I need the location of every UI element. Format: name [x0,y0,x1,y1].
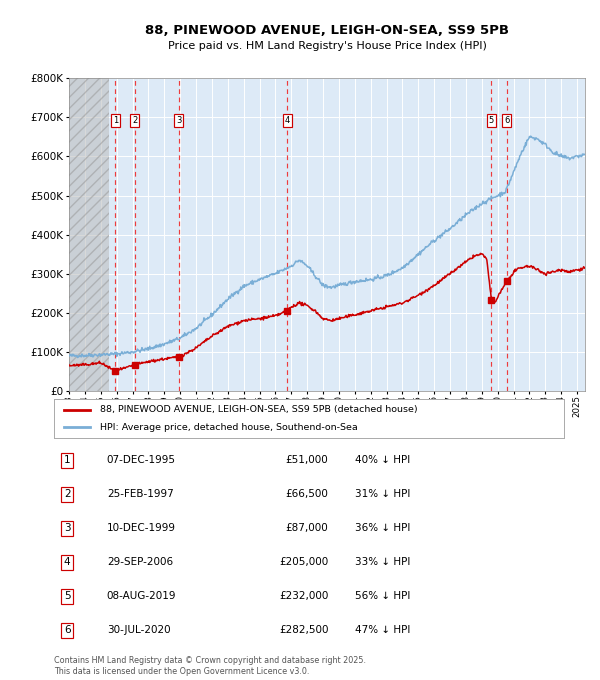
Text: 25-FEB-1997: 25-FEB-1997 [107,490,173,499]
Text: 07-DEC-1995: 07-DEC-1995 [107,456,176,465]
Text: 4: 4 [284,116,290,125]
Text: £205,000: £205,000 [280,558,329,567]
Text: 47% ↓ HPI: 47% ↓ HPI [355,626,410,635]
Text: 1: 1 [64,456,71,465]
Text: £87,000: £87,000 [286,524,329,533]
Text: 2: 2 [64,490,71,499]
Text: 3: 3 [176,116,182,125]
Text: This data is licensed under the Open Government Licence v3.0.: This data is licensed under the Open Gov… [54,667,310,677]
Text: 5: 5 [64,592,71,601]
Text: 31% ↓ HPI: 31% ↓ HPI [355,490,410,499]
Text: 29-SEP-2006: 29-SEP-2006 [107,558,173,567]
Text: 4: 4 [64,558,71,567]
Text: 6: 6 [64,626,71,635]
Text: HPI: Average price, detached house, Southend-on-Sea: HPI: Average price, detached house, Sout… [100,423,358,432]
Text: 2: 2 [132,116,137,125]
Text: 36% ↓ HPI: 36% ↓ HPI [355,524,410,533]
Text: £51,000: £51,000 [286,456,329,465]
Text: 6: 6 [504,116,509,125]
Text: 88, PINEWOOD AVENUE, LEIGH-ON-SEA, SS9 5PB: 88, PINEWOOD AVENUE, LEIGH-ON-SEA, SS9 5… [145,24,509,37]
Text: 3: 3 [64,524,71,533]
Text: 1: 1 [113,116,118,125]
Text: 08-AUG-2019: 08-AUG-2019 [107,592,176,601]
Text: 5: 5 [489,116,494,125]
Text: £282,500: £282,500 [279,626,329,635]
Text: £66,500: £66,500 [286,490,329,499]
Text: 40% ↓ HPI: 40% ↓ HPI [355,456,410,465]
Text: 56% ↓ HPI: 56% ↓ HPI [355,592,410,601]
Text: 30-JUL-2020: 30-JUL-2020 [107,626,170,635]
Text: 88, PINEWOOD AVENUE, LEIGH-ON-SEA, SS9 5PB (detached house): 88, PINEWOOD AVENUE, LEIGH-ON-SEA, SS9 5… [100,405,418,414]
Text: £232,000: £232,000 [279,592,329,601]
Text: 10-DEC-1999: 10-DEC-1999 [107,524,176,533]
Text: Price paid vs. HM Land Registry's House Price Index (HPI): Price paid vs. HM Land Registry's House … [167,41,487,50]
Text: 33% ↓ HPI: 33% ↓ HPI [355,558,410,567]
Bar [69,78,109,391]
Text: Contains HM Land Registry data © Crown copyright and database right 2025.: Contains HM Land Registry data © Crown c… [54,656,366,666]
